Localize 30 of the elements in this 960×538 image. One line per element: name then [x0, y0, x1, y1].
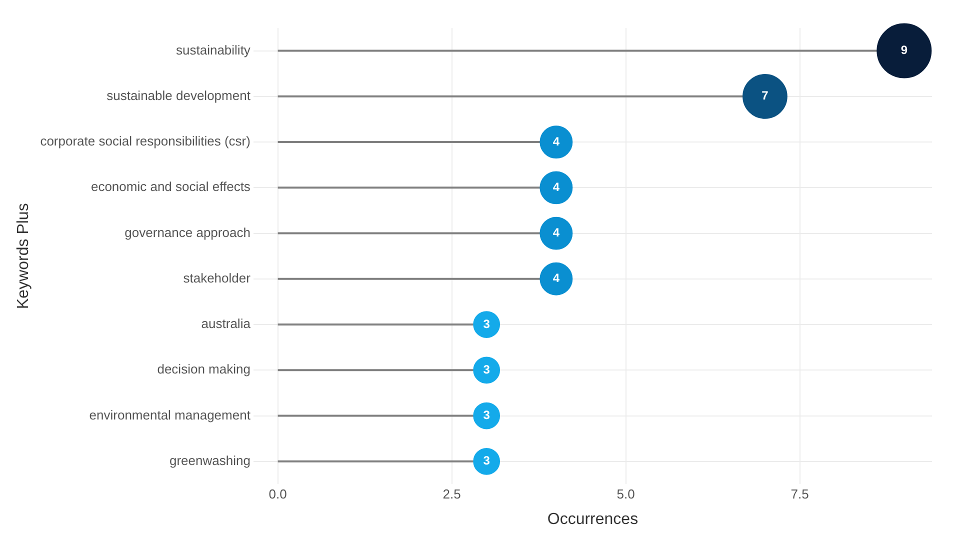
data-label: 4: [552, 134, 560, 148]
data-label: 7: [762, 88, 769, 103]
x-tick-label: 0.0: [268, 486, 287, 502]
y-tick-label: sustainability: [176, 42, 251, 58]
x-tick-label: 5.0: [616, 486, 635, 502]
data-label: 4: [552, 271, 560, 286]
point: [540, 216, 573, 250]
y-tick-label: stakeholder: [183, 270, 252, 286]
data-label: 3: [483, 408, 490, 422]
data-label: 3: [483, 362, 490, 376]
y-tick-label: economic and social effects: [90, 179, 251, 194]
y-tick-label: decision making: [157, 362, 250, 377]
data-label: 3: [483, 454, 490, 468]
data-label: 3: [483, 316, 490, 331]
data-label: 4: [552, 226, 560, 240]
y-tick-label: environmental management: [89, 407, 251, 422]
y-tick-label: governance approach: [124, 224, 250, 240]
point: [540, 262, 573, 296]
y-tick-label: corporate social responsibilities (csr): [40, 134, 250, 149]
x-tick-label: 7.5: [790, 486, 809, 502]
x-axis-title: Occurrences: [547, 510, 638, 528]
x-tick-label: 2.5: [442, 486, 461, 502]
y-tick-label: australia: [201, 316, 252, 332]
point: [540, 171, 573, 204]
y-tick-label: sustainable development: [106, 88, 251, 104]
data-label: 9: [900, 43, 908, 58]
y-axis-title: Keywords Plus: [15, 203, 32, 310]
point: [540, 126, 573, 159]
data-label: 4: [552, 180, 560, 194]
y-tick-label: greenwashing: [169, 452, 250, 468]
